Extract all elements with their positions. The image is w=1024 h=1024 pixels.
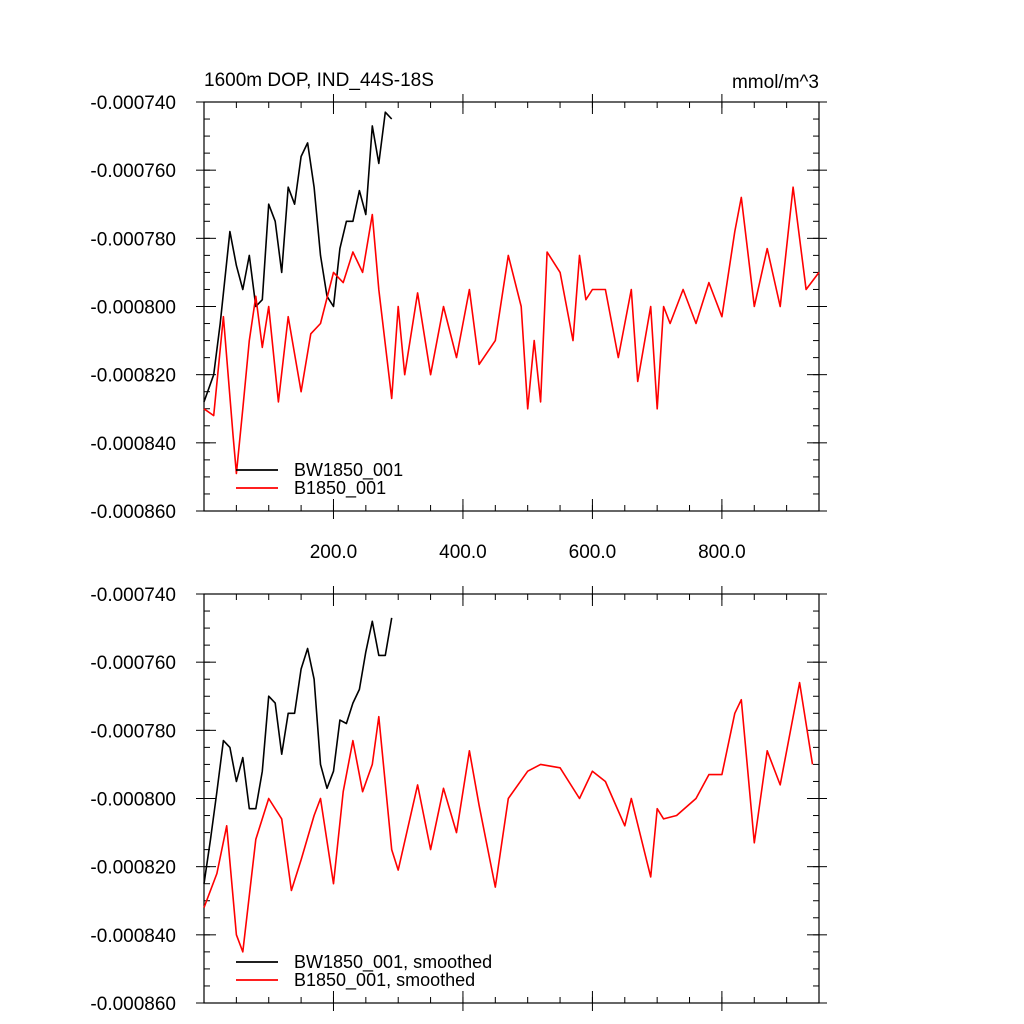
y-tick-label: -0.000860 xyxy=(90,502,176,523)
y-tick-label: -0.000740 xyxy=(90,585,176,606)
y-tick-label: -0.000860 xyxy=(90,994,176,1015)
legend-label: B1850_001, smoothed xyxy=(294,970,475,991)
units-label: mmol/m^3 xyxy=(732,72,819,93)
y-tick-label: -0.000740 xyxy=(90,93,176,114)
y-tick-label: -0.000800 xyxy=(90,298,176,319)
series-line-b1850-001-smoothed xyxy=(203,681,814,953)
series-line-bw1850-001-smoothed xyxy=(203,617,393,884)
y-tick-label: -0.000840 xyxy=(90,434,176,455)
y-tick-label: -0.000760 xyxy=(90,653,176,674)
plot-frame xyxy=(203,593,820,1004)
y-tick-label: -0.000800 xyxy=(90,790,176,811)
x-tick-label: 400.0 xyxy=(439,542,487,563)
y-tick-label: -0.000760 xyxy=(90,161,176,182)
chart-panel-2: -0.000740 -0.000760 -0.000780 -0.000800 -0.0… xyxy=(90,585,827,1015)
y-tick-label: -0.000820 xyxy=(90,366,176,387)
legend-label: BW1850_001, smoothed xyxy=(294,952,492,973)
x-tick-label: 800.0 xyxy=(698,542,746,563)
plot-frame xyxy=(203,101,820,512)
x-tick-label: 200.0 xyxy=(310,542,358,563)
legend-label: BW1850_001 xyxy=(294,460,403,481)
chart-title: 1600m DOP, IND_44S-18S xyxy=(204,70,434,91)
chart-panel-1: -0.000740 -0.000760 -0.000780 -0.000800 -0.0… xyxy=(90,70,827,563)
x-tick-label: 600.0 xyxy=(569,542,617,563)
y-tick-label: -0.000780 xyxy=(90,229,176,250)
legend-label: B1850_001 xyxy=(294,478,386,499)
y-tick-label: -0.000840 xyxy=(90,926,176,947)
y-tick-label: -0.000780 xyxy=(90,721,176,742)
y-tick-label: -0.000820 xyxy=(90,858,176,879)
series-line-b1850-001 xyxy=(203,186,820,475)
series-line-bw1850-001 xyxy=(203,111,393,403)
